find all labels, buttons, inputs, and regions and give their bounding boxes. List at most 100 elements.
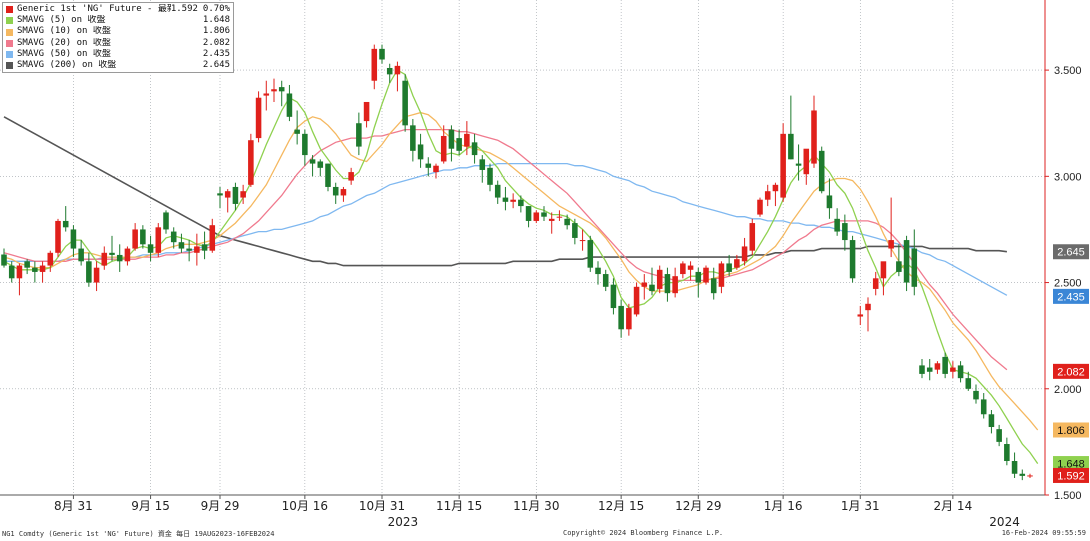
candle-body [132,229,138,249]
price-tag: 1.592 [1053,467,1089,483]
candle-body [826,195,833,209]
candle-body [224,191,231,198]
candle-body [950,367,956,372]
x-tick-label: 8月 31 [54,499,93,513]
candle-body [325,163,331,187]
candle-body [626,308,632,330]
legend-item-sma50: SMAVG (50) on 收盤 2.435 [6,49,230,60]
candle-body [610,284,617,309]
candle-body [757,199,763,215]
price-tag-box [1053,467,1089,483]
candle-body [433,165,439,173]
price-tag-box [1053,456,1089,472]
legend-sma200-swatch [6,62,13,70]
candle-body [194,246,200,253]
y-tick-label: 2.500 [1054,278,1082,290]
x-tick-label: 9月 15 [131,499,170,513]
y-tick-label: 1.500 [1054,490,1082,502]
candle-body [749,223,756,251]
legend-item-sma20: SMAVG (20) on 收盤 2.082 [6,38,230,49]
legend-main-value: 1.592 [170,4,198,14]
candle-body [62,220,69,228]
candle-body [109,252,115,255]
candle-body [1011,461,1018,474]
legend-sma20-label: SMAVG (20) on 收盤 [17,37,111,48]
candle-body [201,244,208,251]
legend-item-sma200: SMAVG (200) on 收盤 2.645 [6,60,230,71]
candle-body [872,278,879,289]
candle-body [664,274,671,294]
x-tick-label: 11月 15 [436,499,482,513]
candle-body [402,80,408,126]
legend-main-change: 0.70% [202,4,230,14]
candle-body [471,142,478,156]
candle-body [595,267,601,275]
candle-body [39,265,46,272]
candle-body [294,129,300,134]
candle-body [47,252,54,266]
candle-body [579,240,586,242]
price-tag: 1.806 [1053,422,1089,438]
candle-body [78,248,84,262]
candle-body [317,161,324,168]
y-tick-label: 2.000 [1054,384,1082,396]
candle-body [448,129,455,149]
footer-ticker-info: NG1 Comdty (Generic 1st 'NG' Future) 資金 … [2,530,275,538]
candle-body [217,193,223,196]
candle-body [896,261,902,272]
price-tag-label: 1.648 [1057,459,1085,471]
candle-body [248,140,254,185]
candle-body [903,240,910,283]
x-tick-label: 1月 31 [841,499,880,513]
x-tick-label: 11月 30 [513,499,559,513]
candle-body [695,271,702,283]
candle-body [309,159,316,164]
candle-body [618,305,624,330]
candle-body [541,212,547,217]
x-tick-label: 9月 29 [201,499,240,513]
candle-body [371,48,378,81]
x-tick-label: 12月 29 [675,499,721,513]
candle-body [101,252,108,266]
candle-body [425,163,432,168]
candle-body [656,269,663,289]
candle-body [996,429,1002,442]
candle-body [788,133,794,160]
candle-body [278,87,285,92]
candle-body [240,191,246,198]
legend-sma5-value: 1.648 [202,15,230,26]
candle-body [525,206,532,221]
candle-body [140,229,146,245]
candle-body [494,184,501,198]
candle-body [803,148,810,175]
x-tick-label: 10月 16 [282,499,328,513]
candle-body [479,159,486,170]
candle-body [602,274,609,287]
candle-body [818,150,825,192]
price-tag-box [1053,244,1089,260]
price-tag-box [1053,288,1089,304]
price-tag-label: 2.082 [1057,366,1085,378]
candle-body [24,261,30,268]
candle-body [510,199,516,202]
candle-body [1,254,7,266]
price-tag-label: 2.645 [1057,247,1085,259]
candle-body [186,248,192,251]
candle-body [564,218,570,226]
candle-body [70,229,77,249]
candle-body [919,365,925,374]
y-tick-label: 3.000 [1054,171,1082,183]
candle-body [980,399,987,415]
footer-timestamp: 16-Feb-2024 09:55:59 [1001,529,1086,537]
candle-body [124,248,131,262]
candle-body [394,65,401,75]
candle-body [255,97,262,139]
legend-sma200-label: SMAVG (200) on 收盤 [17,60,117,71]
legend-sma10-swatch [6,28,13,36]
series-line-sma10 [3,111,1039,431]
legend-sma10-value: 1.806 [202,26,230,37]
candle-body [548,218,555,221]
candle-body [556,216,563,218]
candle-body [417,144,424,160]
